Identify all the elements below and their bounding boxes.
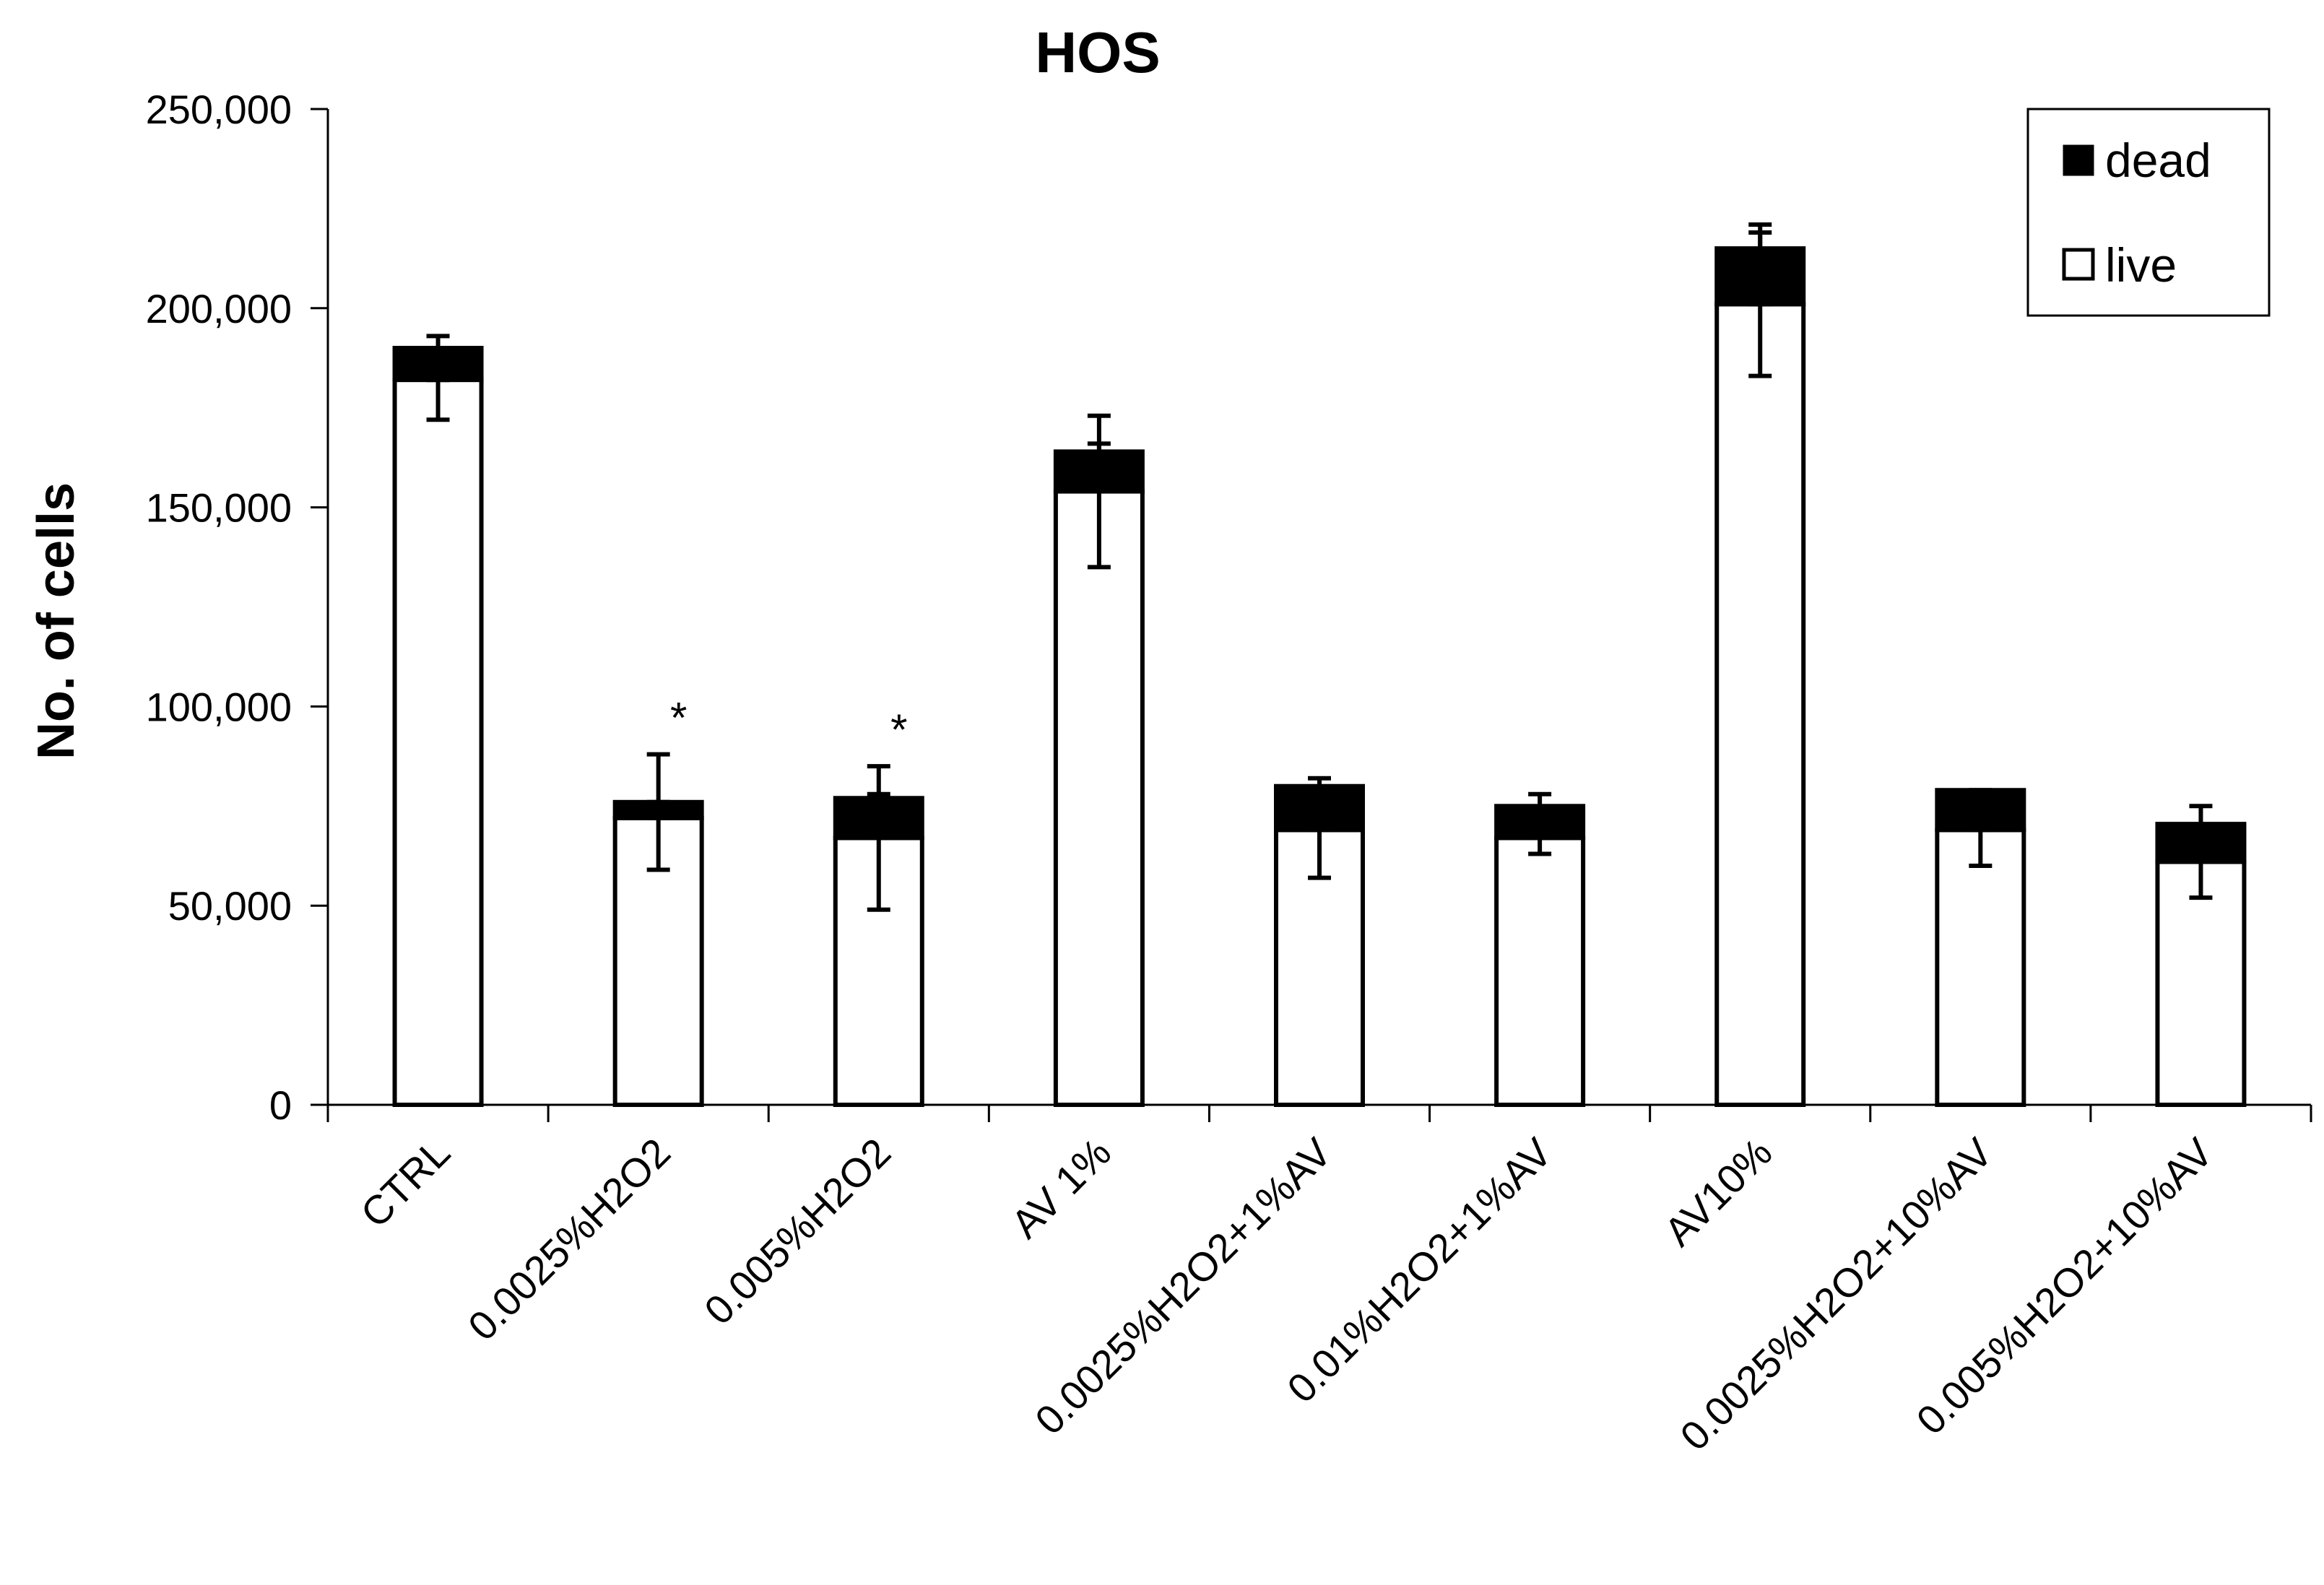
y-tick-label: 0 [269, 1082, 292, 1128]
axes [311, 108, 2312, 1122]
y-tick-label: 100,000 [146, 684, 292, 729]
y-tick-label: 50,000 [168, 883, 292, 929]
bar-live [392, 378, 484, 1107]
y-tick-label: 250,000 [146, 87, 292, 132]
legend-label-live: live [2105, 238, 2177, 292]
y-tick-label: 200,000 [146, 286, 292, 331]
legend: dead live [2026, 108, 2271, 317]
y-tick-label: 150,000 [146, 485, 292, 531]
legend-box [2026, 108, 2271, 317]
bar-live [1494, 835, 1586, 1107]
significance-marker: * [670, 694, 687, 742]
y-axis-label: No. of cells [27, 482, 85, 760]
legend-swatch-dead [2063, 144, 2094, 176]
bar-live [1935, 828, 2026, 1107]
chart-title: HOS [1035, 20, 1160, 84]
significance-marker: * [890, 705, 907, 754]
bar-live [1053, 489, 1145, 1107]
legend-label-dead: dead [2105, 134, 2211, 187]
bar-live [1714, 302, 1806, 1107]
legend-swatch-live [2062, 248, 2095, 281]
